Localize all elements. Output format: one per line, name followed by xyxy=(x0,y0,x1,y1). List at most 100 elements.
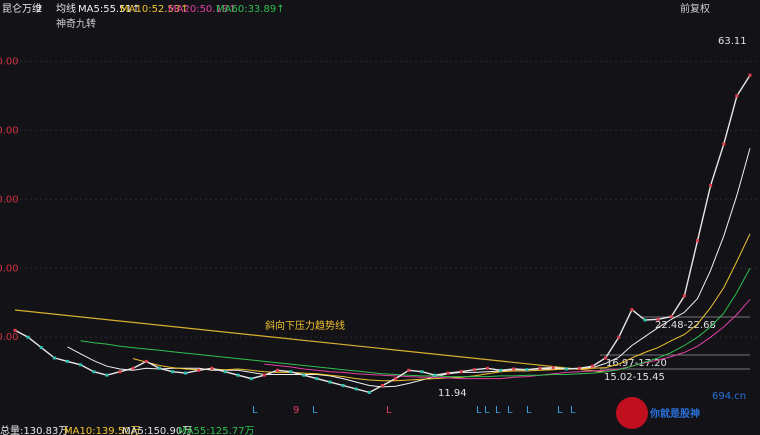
marker: 9 xyxy=(293,405,299,416)
price-point xyxy=(617,335,621,339)
price-point xyxy=(197,368,201,372)
price-point xyxy=(433,373,437,377)
price-point xyxy=(486,366,489,370)
price-point xyxy=(262,373,266,377)
price-point xyxy=(394,377,398,381)
marker: L xyxy=(526,405,532,416)
price-point xyxy=(696,239,699,243)
price-point xyxy=(407,368,411,372)
y-tick-label: 50.00 xyxy=(0,125,19,136)
header: 昆仑万维 2 均线 MA5:55.51↑ MA10:52.53↑ MA20:50… xyxy=(2,2,710,30)
marker: L xyxy=(312,405,318,416)
price-point xyxy=(564,367,568,371)
price-point xyxy=(276,368,279,372)
price-point xyxy=(328,380,332,384)
indicator-label: 神奇九转 xyxy=(56,17,96,30)
marker: L xyxy=(386,405,392,416)
ma-line xyxy=(80,268,751,378)
period-count[interactable]: 2 xyxy=(36,4,42,15)
marker: L xyxy=(476,405,482,416)
price-point xyxy=(289,370,293,374)
price-point xyxy=(341,384,345,388)
price-point xyxy=(131,366,135,370)
price-point xyxy=(381,384,384,388)
price-point xyxy=(459,370,463,374)
annotation: 63.11 xyxy=(718,36,747,47)
price-point xyxy=(52,356,56,360)
y-tick-label: 60.00 xyxy=(0,56,19,67)
volume-label: MA55:125.77万 xyxy=(178,426,255,435)
price-point xyxy=(66,359,69,363)
price-point xyxy=(512,367,516,371)
watermark: 你就是股神 xyxy=(649,407,700,420)
price-point xyxy=(682,294,686,298)
price-point xyxy=(79,363,83,367)
watermark-site: 694.cn xyxy=(712,391,746,402)
annotation: 11.94 xyxy=(438,388,467,399)
price-point xyxy=(630,308,634,312)
price-point xyxy=(525,368,529,372)
price-point xyxy=(472,368,476,372)
y-tick-label: 30.00 xyxy=(0,263,19,274)
annotation: 斜向下压力趋势线 xyxy=(265,319,345,332)
price-point xyxy=(354,387,358,391)
volume-label: MA5:150.90万 xyxy=(122,426,192,435)
volume-label: 总量:130.83万 xyxy=(0,424,68,435)
ma-label: 均线 xyxy=(56,2,76,15)
price-point xyxy=(39,346,43,350)
price-point xyxy=(105,373,109,377)
legend-ma60: MA60:33.89↑ xyxy=(216,4,285,15)
price-point xyxy=(538,366,542,370)
volume-label: MA10:139.50万 xyxy=(64,426,141,435)
price-point xyxy=(643,318,647,322)
annotation: 16.97-17.20 xyxy=(606,358,667,369)
price-point xyxy=(722,142,726,146)
price-point xyxy=(223,370,227,374)
price-point xyxy=(13,328,17,332)
ma-line xyxy=(264,298,751,380)
volume-legend: 总量:130.83万 MA10:139.50万 MA5:150.90万 MA55… xyxy=(0,424,255,435)
markers: L 9 L L L L L L L L L xyxy=(252,405,576,416)
price-point xyxy=(184,371,188,375)
y-tick-label: 20.00 xyxy=(0,332,19,343)
price-point xyxy=(157,366,161,370)
price-point xyxy=(446,371,450,375)
legend-ma5: MA5:55.51↑ xyxy=(78,4,140,15)
price-point xyxy=(656,317,660,321)
price-point xyxy=(171,370,174,374)
price-point xyxy=(302,373,306,377)
price-point xyxy=(92,370,96,374)
price-point xyxy=(367,390,371,394)
legend-ma10: MA10:52.53↑ xyxy=(120,4,189,15)
price-point xyxy=(26,335,30,339)
price-point xyxy=(709,184,713,188)
y-tick-label: 40.00 xyxy=(0,194,19,205)
price-point xyxy=(499,368,503,372)
price-point xyxy=(551,366,555,370)
watermark-logo xyxy=(616,397,648,429)
annotation: 22.48-22.68 xyxy=(655,320,716,331)
annotation: 15.02-15.45 xyxy=(604,372,665,383)
marker: L xyxy=(495,405,501,416)
price-point xyxy=(604,356,608,360)
marker: L xyxy=(557,405,563,416)
price-point xyxy=(236,373,240,377)
price-point xyxy=(591,364,594,368)
price-point xyxy=(577,366,581,370)
price-point xyxy=(249,377,253,381)
price-point xyxy=(210,366,214,370)
trend-line xyxy=(14,309,606,373)
adjust-button[interactable]: 前复权 xyxy=(680,2,710,15)
price-point xyxy=(144,359,148,363)
price-point xyxy=(669,315,673,319)
legend-ma20: MA20:50.18↑ xyxy=(168,4,237,15)
price-point xyxy=(748,73,752,77)
price-point xyxy=(118,370,122,374)
marker: L xyxy=(507,405,513,416)
price-point xyxy=(420,370,424,374)
ma-line xyxy=(132,233,751,382)
price-point xyxy=(735,94,739,98)
stock-name[interactable]: 昆仑万维 xyxy=(2,2,42,15)
